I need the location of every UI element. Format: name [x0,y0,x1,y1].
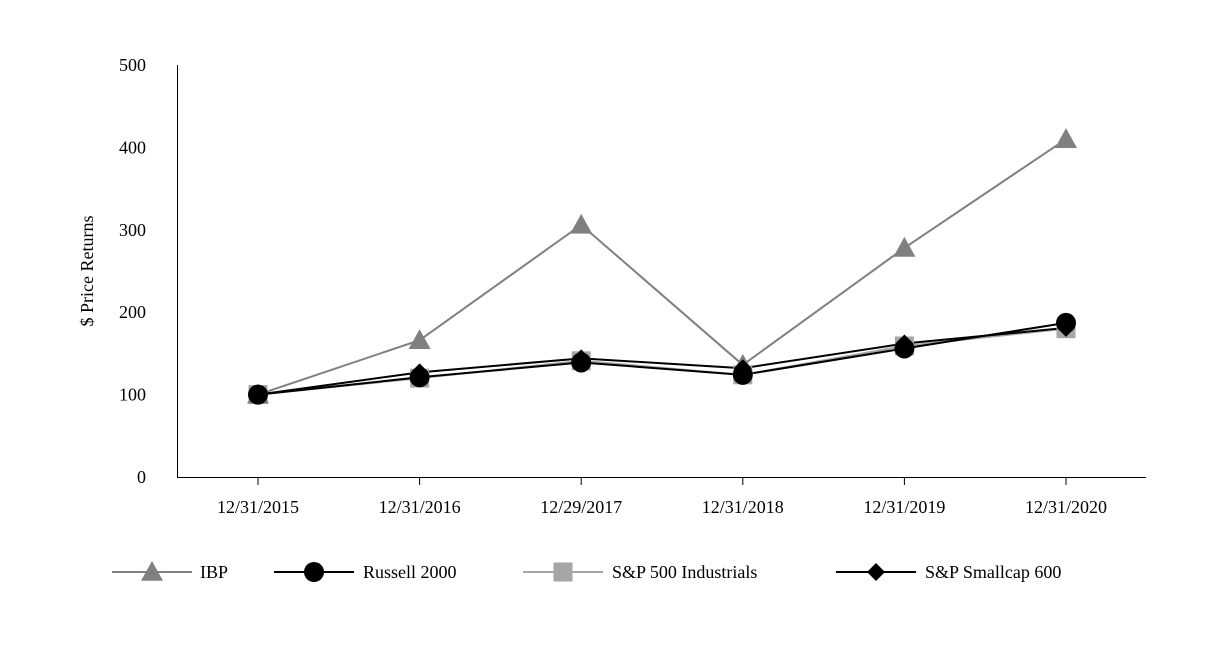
legend-marker-s-p-smallcap-600 [867,563,885,581]
series-line-russell-2000 [257,321,1067,396]
legend-label-s-p-smallcap-600: S&P Smallcap 600 [925,562,1061,582]
y-tick-label: 200 [119,302,146,322]
x-tick-label: 12/31/2016 [379,497,461,517]
data-point-s-p-smallcap-600 [1057,318,1075,337]
data-point-ibp [408,329,431,350]
y-tick-label: 500 [119,55,146,75]
x-tick-label: 12/31/2015 [217,497,299,517]
x-tick-label: 12/31/2019 [863,497,945,517]
series-layer [247,128,1077,405]
y-tick-label: 400 [119,137,146,157]
data-point-s-p-smallcap-600 [249,385,267,404]
y-axis-label: $ Price Returns [77,216,97,327]
data-point-s-p-smallcap-600 [410,363,429,382]
y-tick-label: 0 [137,467,146,487]
data-point-ibp [1055,128,1077,148]
series-line-s-p-smallcap-600 [257,326,1067,396]
legend: IBP Russell 2000 S&P 500 Industrials S&P Sm… [112,561,1061,582]
legend-label-ibp: IBP [200,562,228,582]
legend-label-russell-2000: Russell 2000 [363,562,457,582]
data-point-ibp [893,236,916,257]
data-point-s-p-smallcap-600 [572,349,591,368]
y-tick-label: 300 [119,220,146,240]
series-line-s-p-500-industrials [257,327,1067,396]
legend-marker-ibp [141,561,163,581]
axes-layer: $ Price Returns [77,65,1146,478]
data-point-ibp [570,213,593,234]
legend-marker-s-p-500-industrials [553,562,573,582]
y-tick-label: 100 [119,385,146,405]
x-tick-label: 12/31/2020 [1025,497,1107,517]
data-point-s-p-smallcap-600 [733,359,752,378]
ticks-layer: 0 100 200 300 400 500 12/31/2015 12/31/2016 12/2… [119,55,1107,517]
legend-marker-russell-2000 [304,562,324,582]
x-tick-label: 12/31/2018 [702,497,784,517]
series-line-ibp [257,138,1067,396]
legend-label-s-p-500-industrials: S&P 500 Industrials [612,562,757,582]
data-point-s-p-smallcap-600 [895,334,914,353]
x-tick-label: 12/29/2017 [540,497,622,517]
